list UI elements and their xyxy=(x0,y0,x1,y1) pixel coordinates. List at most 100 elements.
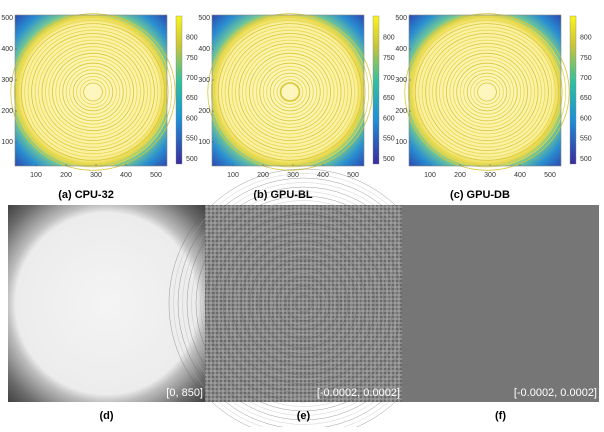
contour-line xyxy=(252,56,328,128)
colorbar-tick-label: 700 xyxy=(580,75,592,82)
colorbar-tick-label: 800 xyxy=(186,35,198,42)
axes-frame xyxy=(14,14,168,167)
contour-line xyxy=(58,59,128,125)
contour-line xyxy=(276,79,304,105)
contour-line xyxy=(235,39,345,145)
x-tick-label: 500 xyxy=(150,172,162,179)
contour-line xyxy=(418,26,556,158)
contour-panel: 100 200 300 400 5001002003004005005005506006… xyxy=(395,13,592,201)
image xyxy=(205,205,402,402)
y-tick-label: 300 xyxy=(395,77,407,84)
contour-line xyxy=(428,36,546,148)
y-tick-label: 400 xyxy=(1,46,13,53)
contour-line xyxy=(221,26,359,158)
contour-line xyxy=(466,72,508,112)
ring-artifact xyxy=(236,236,371,371)
contour-line xyxy=(435,43,539,141)
contour-line xyxy=(41,43,145,141)
y-tick-label: 500 xyxy=(395,15,407,22)
contour-line xyxy=(65,66,121,118)
ring-artifact xyxy=(263,263,344,344)
contour-panels: 100 200 300 400 500 100 200 300 400 500 500 550 600 6… xyxy=(1,13,592,201)
contour-line xyxy=(83,82,103,102)
contour-line xyxy=(245,49,335,135)
contour-line xyxy=(217,23,363,161)
contour-line xyxy=(238,43,342,141)
ring-artifact xyxy=(227,227,380,380)
y-tick-label: 500 xyxy=(1,15,13,22)
x-tick-label: 400 xyxy=(317,172,329,179)
contour-line xyxy=(214,19,366,165)
colorbar-tick-label: 600 xyxy=(383,115,395,122)
image-panel: [-0.0002, 0.0002] (f) xyxy=(402,205,599,422)
contour-line xyxy=(259,62,321,122)
colorbar xyxy=(569,15,577,165)
colorbar-tick-label: 500 xyxy=(580,156,592,163)
ring-artifact xyxy=(222,222,385,385)
colorbar-tick-label: 650 xyxy=(186,95,198,102)
x-tick-label: 100 xyxy=(424,172,436,179)
ring-artifact xyxy=(218,218,389,389)
y-tick-label: 300 xyxy=(198,77,210,84)
contour-line xyxy=(439,46,535,138)
y-tick-label: 200 xyxy=(395,108,407,115)
contour-line xyxy=(13,16,173,168)
ring-artifact xyxy=(272,272,335,335)
ring-artifact xyxy=(249,249,358,358)
range-label: [-0.0002, 0.0002] xyxy=(317,387,400,399)
y-tick-label: 500 xyxy=(198,15,210,22)
contour-line xyxy=(279,82,301,102)
contour-line xyxy=(69,69,117,115)
axes-frame xyxy=(408,14,562,167)
colorbar-tick-label: 650 xyxy=(580,95,592,102)
colorbar-tick-label: 500 xyxy=(186,156,198,163)
x-tick-label: 500 xyxy=(347,172,359,179)
contour-line xyxy=(456,62,518,122)
contour-line xyxy=(473,79,501,105)
contour-line xyxy=(445,52,529,132)
contour-line xyxy=(273,76,307,109)
colorbar-tick-label: 700 xyxy=(186,75,198,82)
contour-line xyxy=(255,59,325,125)
contour-line xyxy=(425,33,549,151)
contour-line xyxy=(477,82,497,102)
panel-caption: (a) CPU-32 xyxy=(58,189,114,201)
colorbar-tick-label: 600 xyxy=(186,115,198,122)
y-tick-label: 200 xyxy=(1,108,13,115)
contour-line xyxy=(463,69,511,115)
x-tick-label: 100 xyxy=(227,172,239,179)
contour-line xyxy=(48,49,138,135)
contour-line xyxy=(459,66,515,118)
contour-line xyxy=(266,69,314,115)
contour-line xyxy=(248,52,332,132)
image-panel: [-0.0002, 0.0002] (e) xyxy=(168,168,439,432)
contour-line xyxy=(51,52,135,132)
contour-line xyxy=(414,23,560,161)
colorbar-tick-label: 800 xyxy=(383,35,395,42)
colorbar-tick-label: 650 xyxy=(383,95,395,102)
contour-line xyxy=(72,72,114,112)
image-panels: [0, 850](d)[-0.0002, 0.0002](e)[-0.0002,… xyxy=(8,168,599,432)
contour-line xyxy=(228,33,352,151)
colorbar-tick-label: 550 xyxy=(383,136,395,143)
x-tick-label: 200 xyxy=(454,172,466,179)
panel-caption: (b) GPU-BL xyxy=(253,189,313,201)
contour-line xyxy=(76,76,110,109)
ring-artifact xyxy=(209,209,398,398)
colorbar-tick-label: 750 xyxy=(186,55,198,62)
colorbar xyxy=(372,15,380,165)
colorbar-tick-label: 550 xyxy=(186,136,198,143)
contour-line xyxy=(27,29,159,155)
contour-panel: 100 200 300 400 5001002003004005005005506006… xyxy=(198,13,395,201)
contour-line xyxy=(45,46,141,138)
contour-line xyxy=(224,29,356,155)
y-tick-label: 400 xyxy=(395,46,407,53)
ring-artifact xyxy=(294,294,313,313)
contour-line xyxy=(231,36,349,148)
y-tick-label: 100 xyxy=(1,139,13,146)
contour-line xyxy=(411,19,563,165)
contour-line xyxy=(452,59,522,125)
image xyxy=(402,205,599,402)
colorbar-tick-label: 750 xyxy=(383,55,395,62)
